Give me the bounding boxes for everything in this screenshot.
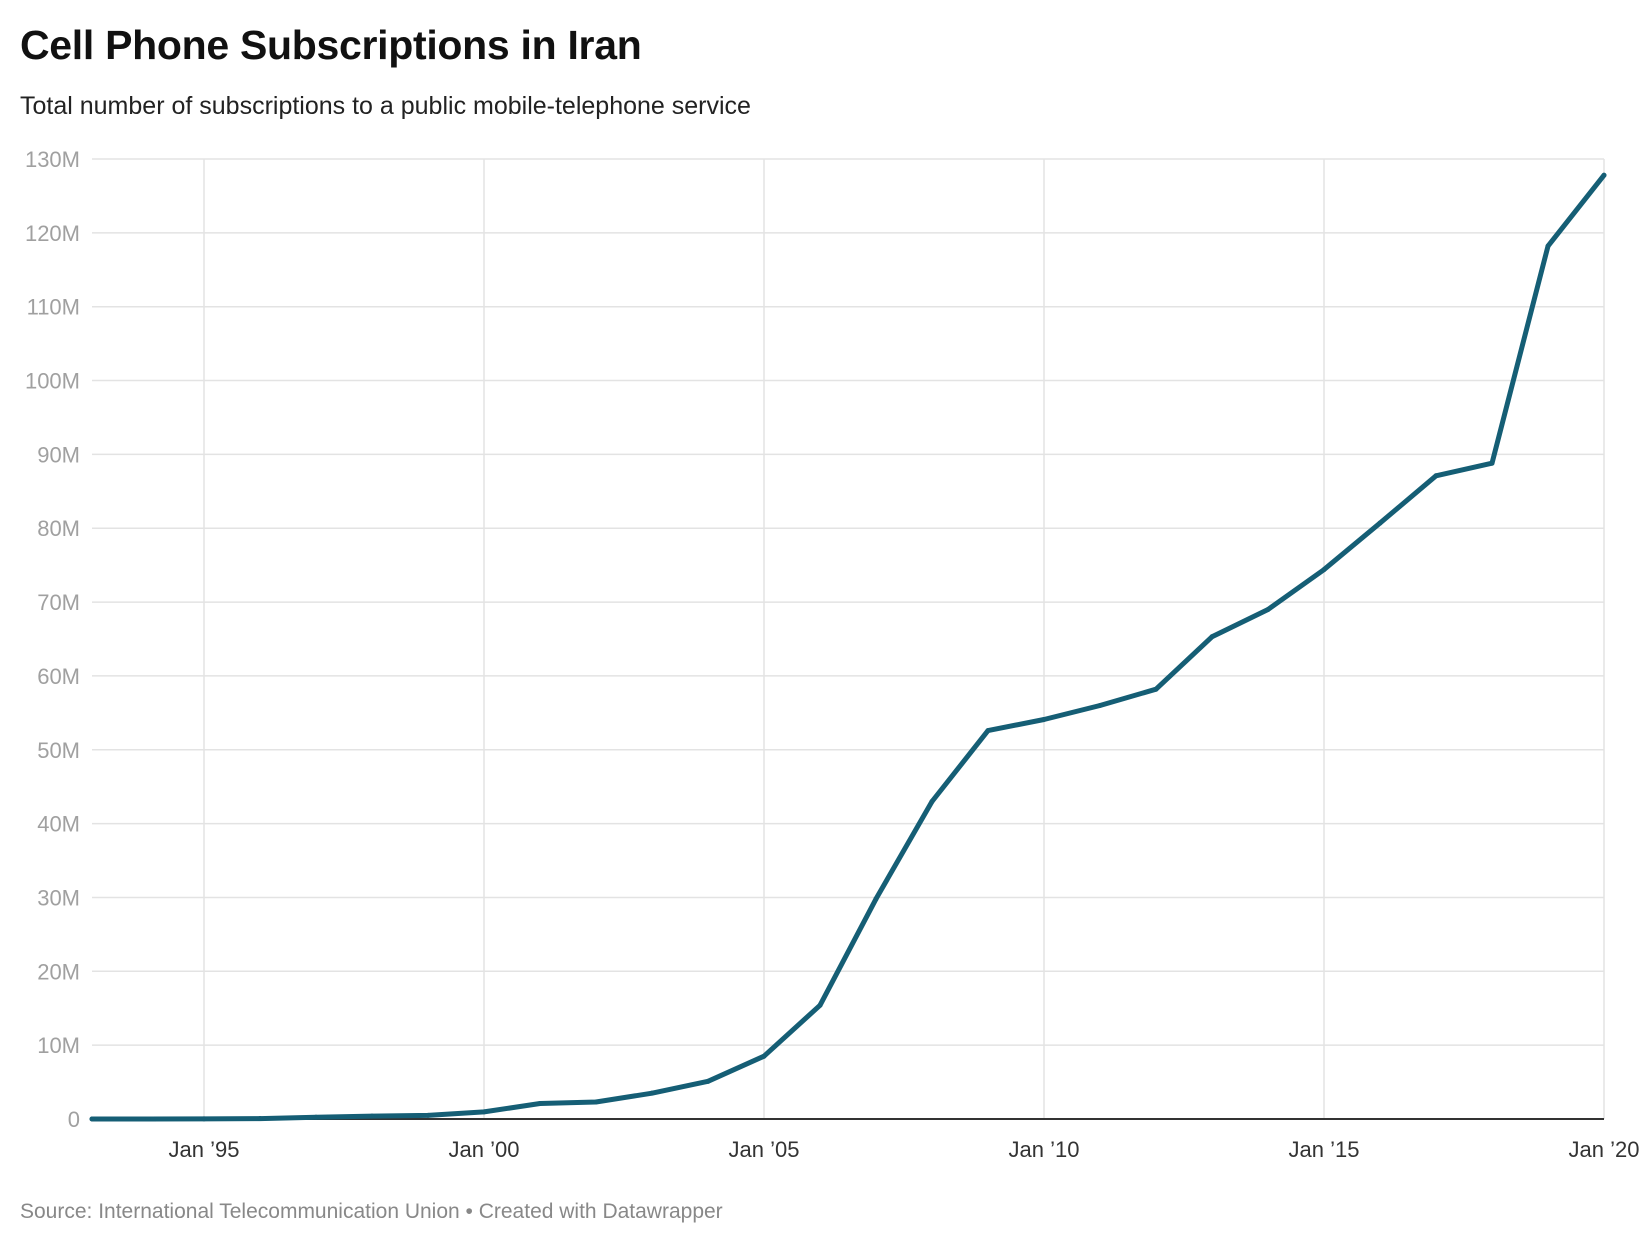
data-point [817, 1002, 823, 1008]
y-tick-label: 50M [37, 738, 80, 763]
data-point [425, 1112, 431, 1118]
data-point [1265, 606, 1271, 612]
data-point [985, 728, 991, 734]
data-point [593, 1099, 599, 1105]
data-point [1489, 460, 1495, 466]
series-line [89, 172, 1607, 1122]
grid [92, 158, 1605, 1119]
x-tick-label: Jan ’15 [1289, 1137, 1360, 1162]
data-point [649, 1090, 655, 1096]
x-tick-label: Jan ’10 [1009, 1137, 1080, 1162]
chart-subtitle: Total number of subscriptions to a publi… [20, 92, 751, 120]
data-point [1545, 243, 1551, 249]
y-tick-label: 0 [68, 1107, 80, 1132]
data-point [1041, 716, 1047, 722]
data-point [1209, 634, 1215, 640]
y-tick-label: 110M [27, 295, 80, 320]
data-point [1601, 172, 1607, 178]
data-point [201, 1116, 207, 1122]
source-note: Source: International Telecommunication … [20, 1200, 723, 1223]
data-point [1433, 473, 1439, 479]
data-point [761, 1053, 767, 1059]
y-tick-label: 130M [25, 147, 80, 172]
y-tick-label: 20M [37, 959, 80, 984]
y-tick-label: 100M [25, 369, 80, 394]
y-tick-label: 60M [37, 664, 80, 689]
data-point [873, 896, 879, 902]
series [89, 172, 1607, 1122]
y-tick-label: 90M [37, 442, 80, 467]
y-tick-label: 10M [37, 1033, 80, 1058]
y-tick-label: 30M [37, 885, 80, 910]
x-tick-label: Jan ’95 [169, 1137, 240, 1162]
data-point [1377, 520, 1383, 526]
data-point [1097, 702, 1103, 708]
data-point [929, 798, 935, 804]
data-point [705, 1078, 711, 1084]
data-point [313, 1114, 319, 1120]
y-tick-label: 40M [37, 812, 80, 837]
x-tick-label: Jan ’00 [449, 1137, 520, 1162]
axes: 0 10M 20M 30M 40M 50M 60M 70M 80M 90M 100M 110M 120M… [25, 147, 1640, 1162]
data-point [1321, 567, 1327, 573]
chart-title: Cell Phone Subscriptions in Iran [20, 22, 642, 68]
data-point [537, 1100, 543, 1106]
data-point [89, 1116, 95, 1122]
x-tick-label: Jan ’05 [729, 1137, 800, 1162]
data-point [369, 1113, 375, 1119]
data-point [1153, 686, 1159, 692]
y-tick-label: 70M [37, 590, 80, 615]
y-tick-label: 120M [25, 221, 80, 246]
data-point [481, 1109, 487, 1115]
x-tick-label: Jan ’20 [1569, 1137, 1640, 1162]
data-point [145, 1116, 151, 1122]
y-tick-label: 80M [37, 516, 80, 541]
data-point [257, 1116, 263, 1122]
